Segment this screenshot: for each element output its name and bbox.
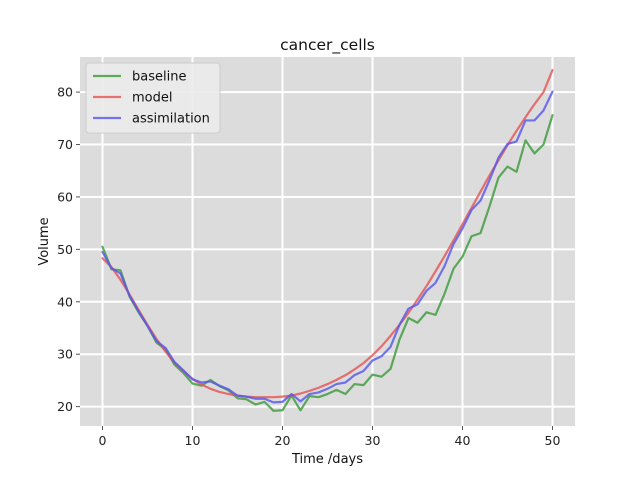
- y-axis-label: Volume: [37, 217, 52, 265]
- y-tick-label: 30: [57, 347, 73, 362]
- x-tick-label: 20: [275, 433, 291, 448]
- chart-title: cancer_cells: [280, 36, 375, 55]
- series-lines: [101, 68, 554, 412]
- x-tick-label: 10: [185, 433, 201, 448]
- x-tick-label: 30: [365, 433, 381, 448]
- axis-ticks: 0 10 20 30 40 50 20 30 40 50 60 70 80: [57, 85, 560, 448]
- y-tick-label: 70: [57, 137, 73, 152]
- y-tick-label: 60: [57, 189, 73, 204]
- legend-box: [85, 62, 221, 134]
- legend-label-assimilation: assimilation: [132, 112, 210, 127]
- y-tick-label: 40: [57, 294, 73, 309]
- series-line-baseline: [101, 114, 554, 412]
- x-tick-label: 50: [545, 433, 561, 448]
- y-tick-label: 20: [57, 399, 73, 414]
- y-tick-label: 80: [57, 85, 73, 100]
- x-tick-label: 40: [455, 433, 471, 448]
- series-line-assimilation: [101, 90, 554, 404]
- legend: baseline model assimilation: [85, 62, 221, 134]
- legend-label-baseline: baseline: [132, 70, 186, 85]
- legend-label-model: model: [132, 91, 172, 106]
- y-tick-label: 50: [57, 242, 73, 257]
- x-tick-label: 0: [99, 433, 107, 448]
- x-axis-label: Time /days: [291, 452, 363, 467]
